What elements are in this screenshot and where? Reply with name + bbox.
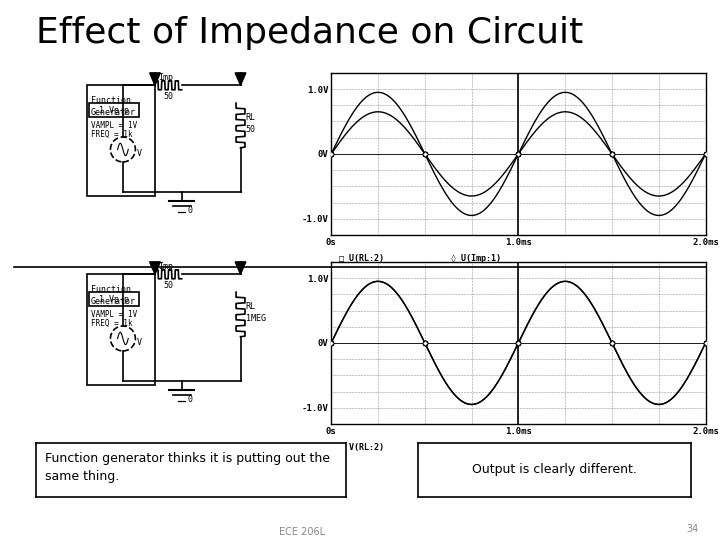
- Polygon shape: [235, 262, 246, 274]
- Text: 1 Vp-p: 1 Vp-p: [99, 106, 129, 115]
- Text: V: V: [138, 148, 142, 158]
- Text: 50: 50: [164, 92, 174, 102]
- Text: □ U(RL:2): □ U(RL:2): [338, 254, 384, 264]
- Polygon shape: [150, 73, 161, 85]
- Bar: [87, 274, 155, 385]
- Text: Imp: Imp: [158, 262, 174, 271]
- Text: 1 Vp-p: 1 Vp-p: [99, 295, 129, 304]
- Text: 50: 50: [246, 125, 256, 134]
- Text: 34: 34: [686, 524, 698, 534]
- Text: VAMPL = 1V: VAMPL = 1V: [91, 121, 137, 130]
- Text: 0: 0: [187, 395, 192, 403]
- Text: Time: Time: [508, 267, 529, 276]
- Text: Function
Generator: Function Generator: [91, 285, 136, 306]
- Text: □ V(RL:2): □ V(RL:2): [338, 443, 384, 453]
- Text: Output is clearly different.: Output is clearly different.: [472, 463, 636, 476]
- Text: Time: Time: [508, 456, 529, 465]
- Polygon shape: [150, 262, 161, 274]
- Text: ◊ U(Imp:1): ◊ U(Imp:1): [451, 254, 501, 264]
- Text: V: V: [138, 338, 142, 347]
- Text: ◊ V(Imp:1): ◊ V(Imp:1): [451, 443, 501, 453]
- Text: FREQ = 1k: FREQ = 1k: [91, 130, 132, 139]
- Bar: [87, 85, 155, 196]
- Text: 50: 50: [164, 281, 174, 291]
- Text: Effect of Impedance on Circuit: Effect of Impedance on Circuit: [36, 16, 583, 50]
- Bar: [89, 292, 139, 306]
- Polygon shape: [235, 73, 246, 85]
- Text: VAMPL = 1V: VAMPL = 1V: [91, 310, 137, 319]
- Text: Function generator thinks it is putting out the
same thing.: Function generator thinks it is putting …: [45, 451, 330, 483]
- Text: Imp: Imp: [158, 73, 174, 82]
- Text: RL: RL: [246, 302, 256, 311]
- Bar: [89, 103, 139, 117]
- Text: ECE 206L: ECE 206L: [279, 526, 325, 537]
- Text: FREQ = 1k: FREQ = 1k: [91, 319, 132, 328]
- Text: RL: RL: [246, 113, 256, 122]
- Text: 1MEG: 1MEG: [246, 314, 266, 323]
- Text: Function
Generator: Function Generator: [91, 96, 136, 117]
- Text: 0: 0: [187, 206, 192, 214]
